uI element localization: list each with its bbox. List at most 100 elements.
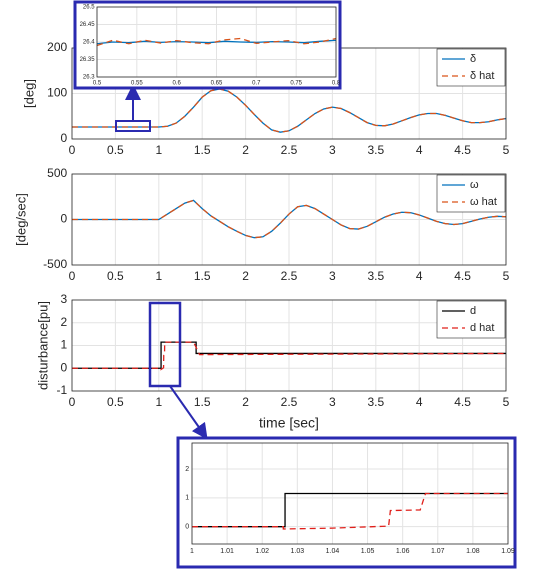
x-tick-label: 1: [190, 548, 194, 555]
y-tick-label: 3: [61, 292, 68, 306]
legend-label: ω: [470, 179, 479, 191]
x-tick-label: 3.5: [367, 143, 384, 157]
x-tick-label: 3.5: [367, 395, 384, 409]
zoom-arrow: [169, 385, 208, 440]
x-tick-label: 2: [242, 395, 249, 409]
x-tick-label: 0: [69, 143, 76, 157]
chart: 0 0.5 1 1.5 2 2.5 3 3.5 4 4.5 5-5000500[deg/sec]ωω…: [13, 166, 509, 283]
y-tick-label: 26.35: [80, 57, 96, 63]
x-tick-label: 1.5: [194, 395, 211, 409]
x-tick-label: 2.5: [281, 143, 298, 157]
x-axis-label: time [sec]: [259, 415, 319, 431]
x-tick-label: 4: [416, 269, 423, 283]
zoom-box: [148, 301, 182, 388]
chart: 1 1.01 1.02 1.03 1.04 1.05 1.06 1.07 1.08 1.09 0 1 2: [176, 436, 517, 569]
y-axis-label: [deg/sec]: [13, 193, 28, 246]
x-tick-label: 1.09: [501, 548, 515, 555]
y-tick-label: 26.45: [80, 22, 96, 28]
y-tick-label: 2: [185, 466, 189, 473]
legend-label: δ hat: [470, 70, 494, 82]
legend-label: ω hat: [470, 196, 497, 208]
zoom-markers: [115, 84, 208, 440]
x-tick-label: 4: [416, 143, 423, 157]
y-tick-label: 100: [47, 86, 67, 100]
insets: 0.5 0.55 0.6 0.65 0.7 0.75 0.826.326.3526.426.…: [73, 0, 517, 569]
x-tick-label: 0.55: [131, 81, 143, 87]
series-line: [192, 492, 508, 528]
x-tick-label: 0.5: [107, 395, 124, 409]
x-tick-label: 3: [329, 269, 336, 283]
y-axis-label: disturbance[pu]: [35, 301, 50, 390]
x-tick-label: 0.5: [107, 143, 124, 157]
x-tick-label: 3: [329, 143, 336, 157]
axes-box: [71, 299, 507, 392]
x-tick-label: 0: [69, 269, 76, 283]
x-tick-label: 1.04: [326, 548, 340, 555]
x-tick-label: 4: [416, 395, 423, 409]
x-tick-label: 5: [503, 395, 510, 409]
x-tick-label: 1.03: [291, 548, 305, 555]
x-tick-label: 1.05: [361, 548, 375, 555]
y-tick-label: -500: [43, 257, 67, 271]
x-tick-label: 0.6: [172, 81, 181, 87]
series-line: [72, 199, 506, 239]
x-tick-label: 1.07: [431, 548, 445, 555]
x-tick-label: 2.5: [281, 269, 298, 283]
x-tick-label: 2: [242, 143, 249, 157]
series-line: [72, 88, 506, 133]
legend-box: [436, 174, 506, 213]
x-tick-label: 0.5: [107, 269, 124, 283]
y-tick-label: 26.5: [83, 5, 95, 11]
x-tick-label: 3: [329, 395, 336, 409]
legend-box: [436, 300, 506, 339]
x-tick-label: 0: [69, 395, 76, 409]
x-tick-label: 1.5: [194, 269, 211, 283]
series-line: [72, 341, 506, 371]
y-tick-label: 0: [61, 360, 68, 374]
x-tick-label: 1: [155, 395, 162, 409]
x-tick-label: 3.5: [367, 269, 384, 283]
y-tick-label: -1: [57, 383, 68, 397]
y-axis-label: [deg]: [21, 79, 36, 108]
x-tick-label: 4.5: [454, 143, 471, 157]
x-tick-label: 1.5: [194, 143, 211, 157]
chart: 0.5 0.55 0.6 0.65 0.7 0.75 0.8 26.3 26.35 26.4 26.…: [73, 0, 342, 90]
x-tick-label: 1.02: [255, 548, 269, 555]
y-tick-label: 26.4: [83, 40, 95, 46]
y-tick-label: 0: [61, 212, 68, 226]
x-tick-label: 5: [503, 143, 510, 157]
x-tick-label: 2.5: [281, 395, 298, 409]
axes-box: [191, 442, 509, 545]
legend: d d hat: [436, 300, 506, 339]
x-tick-label: 1.08: [466, 548, 480, 555]
axes-box: [96, 6, 337, 78]
x-tick-label: 0.7: [252, 81, 261, 87]
y-tick-label: 1: [185, 495, 189, 502]
x-tick-label: 0.75: [290, 81, 302, 87]
chart: 0 0.5 1 1.5 2 2.5 3 3.5 4 4.5 5-10123disturbance[p…: [35, 292, 509, 431]
x-tick-label: 1.01: [220, 548, 234, 555]
y-tick-label: 2: [61, 315, 68, 329]
axes-box: [71, 173, 507, 266]
y-tick-label: 500: [47, 166, 67, 180]
x-tick-label: 4.5: [454, 269, 471, 283]
x-tick-label: 5: [503, 269, 510, 283]
legend: δ δ hat: [436, 48, 506, 87]
x-tick-label: 2: [242, 269, 249, 283]
x-tick-label: 4.5: [454, 395, 471, 409]
legend: ω ω hat: [436, 174, 506, 213]
legend-label: δ: [470, 53, 476, 65]
x-tick-label: 1.06: [396, 548, 410, 555]
legend-box: [436, 48, 506, 87]
legend-label: d hat: [470, 322, 494, 334]
legend-label: d: [470, 305, 476, 317]
y-tick-label: 200: [47, 40, 67, 54]
series-line: [97, 37, 336, 47]
x-tick-label: 0.8: [332, 81, 341, 87]
x-tick-label: 0.65: [211, 81, 223, 87]
x-tick-label: 0.5: [93, 81, 102, 87]
y-tick-label: 26.3: [83, 75, 95, 81]
series-line: [192, 492, 508, 530]
